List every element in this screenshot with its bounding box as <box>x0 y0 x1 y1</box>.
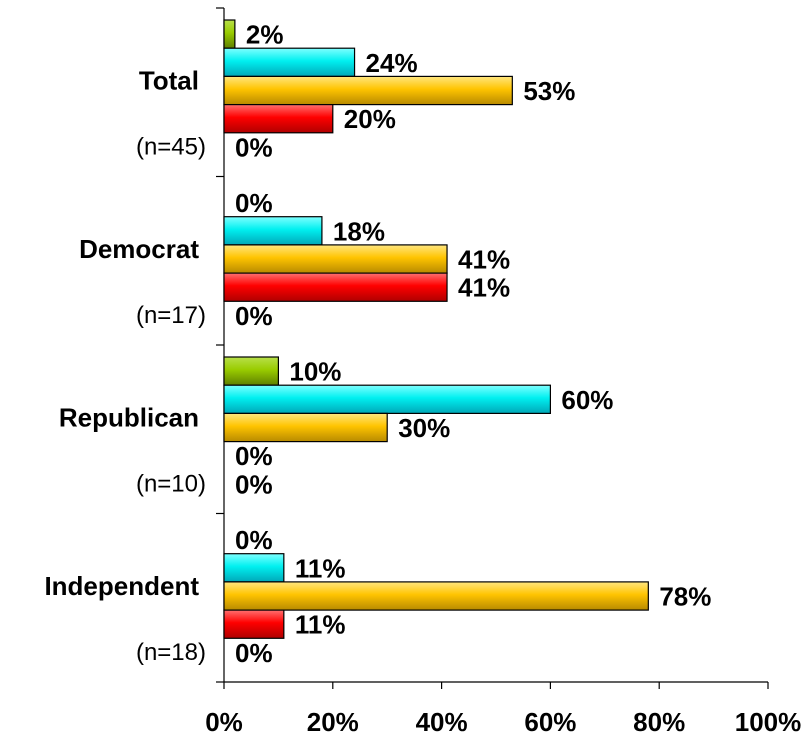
bar-value-label: 18% <box>333 216 385 246</box>
bar-value-label: 0% <box>235 525 273 555</box>
bar-value-label: 78% <box>659 582 711 612</box>
bar-value-label: 0% <box>235 638 273 668</box>
category-label: Independent <box>44 571 199 601</box>
bar-value-label: 0% <box>235 469 273 499</box>
bar-value-label: 41% <box>458 245 510 275</box>
x-tick-label: 80% <box>633 707 685 737</box>
x-tick-label: 40% <box>416 707 468 737</box>
category-label: Republican <box>59 402 199 432</box>
category-labels: Total (n=45) Democrat (n=17) Republican (n=10… <box>44 65 206 666</box>
bar <box>223 75 513 106</box>
bar-value-label: 0% <box>235 301 273 331</box>
bar-value-label: 60% <box>561 385 613 415</box>
category-label: Total <box>139 65 199 95</box>
bar-value-label: 20% <box>344 104 396 134</box>
bar <box>223 103 334 134</box>
bar <box>223 216 323 246</box>
bar-value-label: 41% <box>458 273 510 303</box>
category-sample-size: (n=17) <box>136 302 206 329</box>
bars <box>223 19 649 639</box>
bar <box>223 356 280 386</box>
bar <box>223 581 649 611</box>
bar <box>223 412 388 443</box>
value-labels: 2%24%53%20%0%0%18%41%41%0%10%60%30%0%0%0… <box>235 20 711 668</box>
bar-value-label: 30% <box>398 413 450 443</box>
bar-value-label: 11% <box>295 553 346 583</box>
bar-value-label: 24% <box>366 48 418 78</box>
bar-value-label: 0% <box>235 188 273 218</box>
category-sample-size: (n=18) <box>136 639 206 666</box>
bar-value-label: 0% <box>235 441 273 471</box>
x-tick-label: 20% <box>307 707 359 737</box>
bar <box>223 272 448 302</box>
x-tick-label: 60% <box>524 707 576 737</box>
bar <box>223 47 356 78</box>
category-label: Democrat <box>79 234 199 264</box>
x-tick-label: 100% <box>735 707 802 737</box>
bar <box>223 609 285 639</box>
bar-value-label: 2% <box>246 20 284 50</box>
x-tick-labels: 0% 20% 40% 60% 80% 100% <box>205 707 801 737</box>
bar-value-label: 53% <box>523 76 575 106</box>
bar-value-label: 0% <box>235 132 273 162</box>
category-sample-size: (n=10) <box>136 470 206 497</box>
x-tick-label: 0% <box>205 707 243 737</box>
bar <box>223 553 285 583</box>
category-sample-size: (n=45) <box>136 133 206 160</box>
bar-value-label: 11% <box>295 610 346 640</box>
bar <box>223 244 448 274</box>
bar <box>223 19 236 49</box>
bar <box>223 384 551 415</box>
bar-value-label: 10% <box>289 357 341 387</box>
